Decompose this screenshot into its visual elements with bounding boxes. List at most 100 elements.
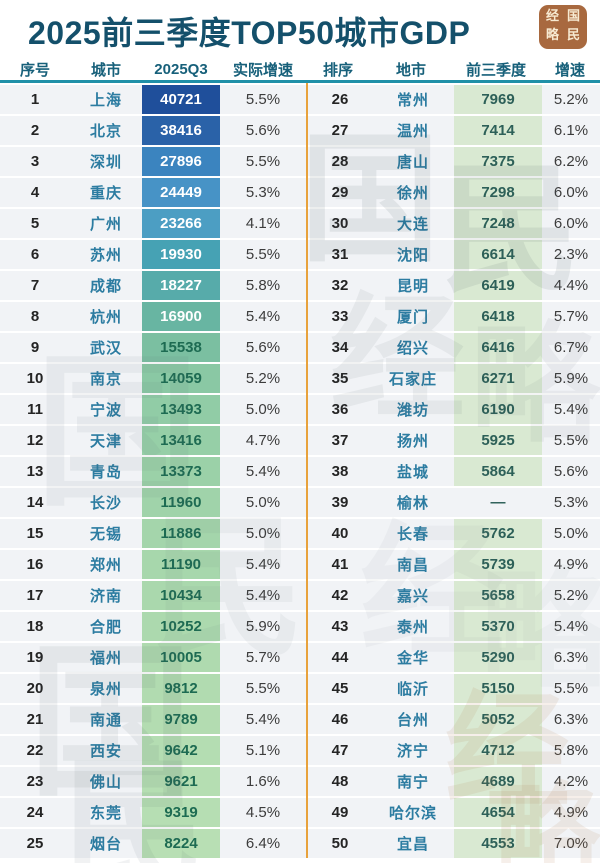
value-cell: 5150: [454, 674, 542, 703]
rank-cell: 2: [30, 122, 40, 139]
table-row: 32 昆明 6419 4.4%: [308, 271, 600, 300]
table-row: 30 大连 7248 6.0%: [308, 209, 600, 238]
rank-cell: 34: [331, 339, 349, 356]
value-cell: 8224: [142, 829, 220, 858]
rank-cell: 28: [331, 153, 349, 170]
rank-cell: 36: [331, 401, 349, 418]
growth-cell: 5.0%: [245, 401, 281, 418]
table-row: 29 徐州 7298 6.0%: [308, 178, 600, 207]
rank-cell: 33: [331, 308, 349, 325]
logo-char: 经: [545, 9, 559, 25]
vertical-divider-line: [306, 83, 308, 858]
header-growth-left: 实际增速: [232, 61, 293, 79]
growth-cell: 5.6%: [553, 463, 589, 480]
city-cell: 昆明: [396, 278, 429, 295]
table-row: 46 台州 5052 6.3%: [308, 705, 600, 734]
growth-cell: 5.3%: [245, 184, 281, 201]
rank-cell: 43: [331, 618, 349, 635]
value-cell: 9319: [142, 798, 220, 827]
value-cell: 6271: [454, 364, 542, 393]
city-cell: 扬州: [396, 433, 429, 450]
value-cell: 7414: [454, 116, 542, 145]
city-cell: 盐城: [396, 464, 429, 481]
rank-cell: 5: [30, 215, 40, 232]
value-cell: 5739: [454, 550, 542, 579]
growth-cell: 4.4%: [553, 277, 589, 294]
value-cell: 24449: [142, 178, 220, 207]
table-row: 10 南京 14059 5.2%: [0, 364, 306, 393]
rank-cell: 50: [331, 835, 349, 852]
header-value-right: 前三季度: [465, 61, 526, 79]
city-cell: 沈阳: [396, 247, 429, 264]
value-cell: 9812: [142, 674, 220, 703]
value-cell: 5762: [454, 519, 542, 548]
growth-cell: 6.4%: [245, 835, 281, 852]
table-row: 45 临沂 5150 5.5%: [308, 674, 600, 703]
rank-cell: 18: [26, 618, 44, 635]
table-row: 34 绍兴 6416 6.7%: [308, 333, 600, 362]
growth-cell: 5.2%: [553, 91, 589, 108]
growth-cell: 5.5%: [553, 432, 589, 449]
growth-cell: 5.4%: [245, 556, 281, 573]
value-cell: 5658: [454, 581, 542, 610]
table-row: 24 东莞 9319 4.5%: [0, 798, 306, 827]
city-cell: 南昌: [396, 557, 429, 574]
growth-cell: 2.3%: [553, 246, 589, 263]
rank-cell: 37: [331, 432, 349, 449]
table-row: 40 长春 5762 5.0%: [308, 519, 600, 548]
city-cell: 临沂: [396, 681, 429, 698]
table-row: 22 西安 9642 5.1%: [0, 736, 306, 765]
rank-cell: 15: [26, 525, 44, 542]
city-cell: 哈尔滨: [388, 805, 437, 822]
value-cell: 6614: [454, 240, 542, 269]
growth-cell: 5.8%: [245, 277, 281, 294]
value-cell: 6419: [454, 271, 542, 300]
table-row: 26 常州 7969 5.2%: [308, 85, 600, 114]
table-row: 27 温州 7414 6.1%: [308, 116, 600, 145]
city-cell: 重庆: [89, 185, 122, 202]
header-city-right: 地市: [395, 61, 426, 79]
growth-cell: 5.4%: [245, 308, 281, 325]
growth-cell: 5.5%: [245, 153, 281, 170]
table-row: 9 武汉 15538 5.6%: [0, 333, 306, 362]
rank-cell: 25: [26, 835, 44, 852]
table-row: 42 嘉兴 5658 5.2%: [308, 581, 600, 610]
growth-cell: 6.3%: [553, 711, 589, 728]
growth-cell: 5.2%: [245, 370, 281, 387]
rank-cell: 32: [331, 277, 349, 294]
value-cell: 11960: [142, 488, 220, 517]
city-cell: 天津: [89, 433, 122, 450]
city-cell: 郑州: [89, 557, 122, 574]
table-row: 28 唐山 7375 6.2%: [308, 147, 600, 176]
table-row: 44 金华 5290 6.3%: [308, 643, 600, 672]
table-row: 5 广州 23266 4.1%: [0, 209, 306, 238]
logo-char: 民: [566, 28, 580, 43]
value-cell: 9621: [142, 767, 220, 796]
value-cell: 13493: [142, 395, 220, 424]
growth-cell: 4.9%: [553, 804, 589, 821]
rank-cell: 49: [331, 804, 349, 821]
city-cell: 东莞: [89, 805, 122, 822]
table-row: 8 杭州 16900 5.4%: [0, 302, 306, 331]
logo-char: 国: [566, 9, 580, 25]
value-cell: 10252: [142, 612, 220, 641]
value-cell: 10434: [142, 581, 220, 610]
value-cell: 5864: [454, 457, 542, 486]
growth-cell: 5.2%: [553, 587, 589, 604]
value-cell: 5290: [454, 643, 542, 672]
rank-cell: 44: [331, 649, 349, 666]
city-cell: 苏州: [89, 247, 122, 264]
rank-cell: 4: [30, 184, 40, 201]
rank-cell: 26: [331, 91, 349, 108]
header-rank-left: 序号: [19, 61, 50, 79]
city-cell: 佛山: [89, 774, 122, 791]
rank-cell: 31: [331, 246, 349, 263]
value-cell: 6418: [454, 302, 542, 331]
growth-cell: 5.4%: [553, 401, 589, 418]
city-cell: 嘉兴: [396, 588, 429, 605]
table-row: 41 南昌 5739 4.9%: [308, 550, 600, 579]
table-row: 11 宁波 13493 5.0%: [0, 395, 306, 424]
value-cell: 4689: [454, 767, 542, 796]
value-cell: 4654: [454, 798, 542, 827]
table-row: 49 哈尔滨 4654 4.9%: [308, 798, 600, 827]
